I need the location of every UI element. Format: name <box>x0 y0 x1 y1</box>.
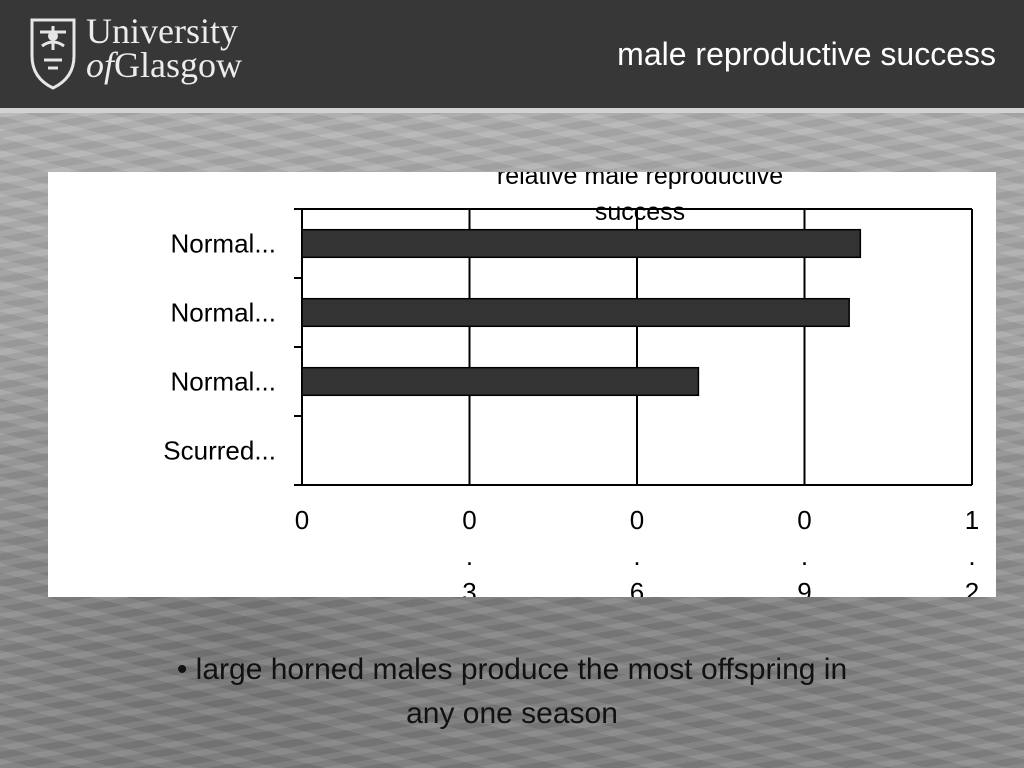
bullet-caption: • large horned males produce the most of… <box>0 648 1024 736</box>
category-label: Normal... <box>171 298 276 328</box>
x-tick-label: 0.6 <box>630 505 644 597</box>
bar <box>301 297 850 328</box>
header-divider <box>0 108 1024 113</box>
slide-title: male reproductive success <box>617 36 996 72</box>
wordmark-of: of <box>86 45 115 85</box>
category-label: Normal... <box>171 367 276 397</box>
x-tick-label: 0.9 <box>797 505 811 597</box>
university-crest-icon <box>30 18 76 90</box>
bar <box>301 366 700 397</box>
chart-panel: Normal... Normal... Normal... Scurred... 0 0.… <box>48 172 996 597</box>
category-label: Normal... <box>171 229 276 259</box>
x-tick-label: 0.3 <box>462 505 476 597</box>
bar-chart: Normal... Normal... Normal... Scurred... 0 0.… <box>163 172 979 597</box>
caption-line-2: any one season <box>406 697 618 730</box>
university-wordmark: University ofGlasgow <box>86 11 243 85</box>
category-label: Scurred... <box>163 436 276 466</box>
wordmark-line2: ofGlasgow <box>86 45 243 85</box>
bar <box>301 228 862 259</box>
chart-title: relative male reproductive success <box>497 172 783 226</box>
wordmark-line1: University <box>86 11 238 51</box>
wordmark-glasgow: Glasgow <box>114 45 243 85</box>
x-tick-label: 0 <box>295 505 309 535</box>
x-tick-label: 1.2 <box>965 505 979 597</box>
caption-line-1: • large horned males produce the most of… <box>176 653 848 686</box>
slide-header: University ofGlasgow male reproductive s… <box>0 0 1024 108</box>
